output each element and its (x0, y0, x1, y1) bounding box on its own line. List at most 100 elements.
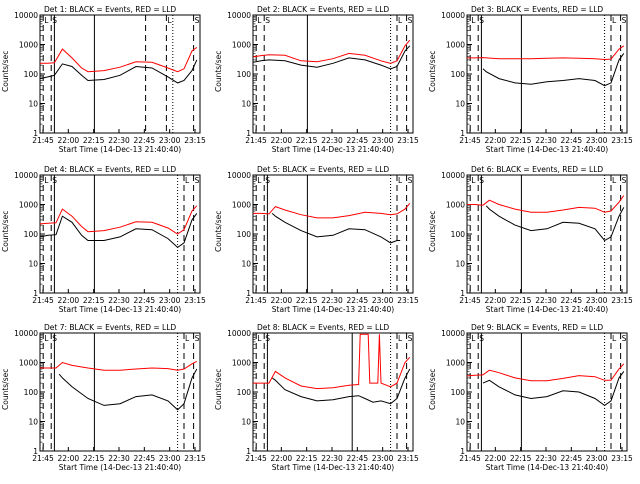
marker-letter: S (408, 16, 413, 25)
panel-det-6: Det 6: BLACK = Events, RED = LLD Counts/s… (428, 165, 633, 314)
x-tick-label: 23:15 (184, 454, 206, 463)
x-tick-label: 23:00 (586, 296, 608, 305)
x-tick-label: 22:00 (271, 296, 293, 305)
x-tick-label: 22:30 (108, 454, 130, 463)
x-tick-label: 22:45 (561, 296, 583, 305)
marker-letter: S (408, 176, 413, 185)
x-tick-label: 21:45 (32, 296, 54, 305)
y-tick-label: 1000 (19, 41, 38, 50)
y-tick-label: 1 (33, 289, 38, 298)
x-tick-label: 22:30 (108, 136, 130, 145)
marker-letter: L (44, 334, 49, 343)
marker-letter: L (398, 16, 403, 25)
panel-det-7: Det 7: BLACK = Events, RED = LLD Counts/s… (1, 323, 206, 472)
marker-letter: S (622, 334, 627, 343)
x-tick-label: 22:00 (58, 296, 80, 305)
x-tick-label: 22:45 (561, 136, 583, 145)
y-tick-label: 10 (241, 100, 251, 109)
panel-title: Det 1: BLACK = Events, RED = LLD (44, 5, 176, 14)
x-tick-label: 22:45 (347, 136, 369, 145)
marker-letter: L (44, 16, 49, 25)
x-tick-label: 22:15 (83, 454, 105, 463)
y-tick-label: 1000 (232, 201, 251, 210)
x-tick-label: 22:15 (83, 296, 105, 305)
marker-letter: L (612, 176, 617, 185)
series-lld-red (466, 363, 625, 382)
panel-det-4: Det 4: BLACK = Events, RED = LLD Counts/s… (1, 165, 206, 314)
y-tick-label: 10000 (441, 171, 465, 180)
panel-title: Det 3: BLACK = Events, RED = LLD (471, 5, 603, 14)
y-tick-label: 100 (24, 230, 39, 239)
series-events-black (58, 368, 198, 411)
marker-letter: L (185, 176, 190, 185)
x-tick-label: 22:30 (108, 296, 130, 305)
y-axis-label: Counts/sec (428, 211, 437, 252)
y-axis-label: Counts/sec (214, 369, 223, 410)
x-tick-label: 23:00 (586, 136, 608, 145)
y-tick-label: 100 (24, 388, 39, 397)
marker-letter: L (257, 334, 262, 343)
panel-det-2: Det 2: BLACK = Events, RED = LLD Counts/s… (214, 5, 419, 154)
x-tick-label: 23:15 (397, 136, 419, 145)
y-tick-label: 1 (246, 447, 251, 456)
plot-frame (466, 332, 628, 452)
y-tick-label: 10 (455, 418, 465, 427)
x-tick-label: 23:00 (586, 454, 608, 463)
x-tick-label: 23:15 (611, 296, 633, 305)
y-tick-label: 100 (237, 388, 252, 397)
y-tick-label: 10 (28, 100, 38, 109)
x-tick-label: 21:45 (245, 136, 267, 145)
y-tick-label: 100 (451, 70, 466, 79)
y-tick-label: 1000 (446, 359, 465, 368)
y-tick-label: 1000 (446, 201, 465, 210)
x-tick-label: 22:15 (296, 296, 318, 305)
x-tick-label: 21:45 (32, 454, 54, 463)
x-axis-label: Start Time (14-Dec-13 21:40:40) (272, 463, 394, 472)
panel-det-3: Det 3: BLACK = Events, RED = LLD Counts/s… (428, 5, 633, 154)
x-tick-label: 23:15 (184, 296, 206, 305)
panel-title: Det 7: BLACK = Events, RED = LLD (44, 323, 176, 332)
x-axis-label: Start Time (14-Dec-13 21:40:40) (486, 305, 608, 314)
marker-letter: L (257, 16, 262, 25)
marker-letter: L (612, 16, 617, 25)
y-tick-label: 1 (460, 447, 465, 456)
y-tick-label: 1000 (446, 41, 465, 50)
x-tick-label: 22:00 (485, 296, 507, 305)
marker-letter: S (195, 334, 200, 343)
x-tick-label: 22:00 (485, 136, 507, 145)
y-tick-label: 1 (33, 129, 38, 138)
x-tick-label: 22:30 (321, 296, 343, 305)
x-tick-label: 23:00 (159, 136, 181, 145)
plot-frame (252, 14, 414, 134)
y-tick-label: 10000 (14, 329, 38, 338)
x-tick-label: 22:00 (58, 454, 80, 463)
panel-det-5: Det 5: BLACK = Events, RED = LLD Counts/s… (214, 165, 419, 314)
x-tick-label: 22:30 (321, 454, 343, 463)
panel-det-1: Det 1: BLACK = Events, RED = LLD Counts/s… (1, 5, 206, 154)
y-tick-label: 100 (24, 70, 39, 79)
panel-title: Det 4: BLACK = Events, RED = LLD (44, 165, 176, 174)
marker-letter: S (479, 334, 484, 343)
y-tick-label: 1000 (232, 41, 251, 50)
x-tick-label: 22:15 (296, 136, 318, 145)
y-tick-label: 1 (246, 129, 251, 138)
series-lld-red (40, 47, 198, 73)
x-tick-label: 21:45 (459, 136, 481, 145)
x-tick-label: 22:15 (510, 296, 532, 305)
series-lld-red (252, 39, 411, 64)
x-tick-label: 22:30 (535, 454, 557, 463)
y-tick-label: 10000 (227, 329, 251, 338)
x-tick-label: 22:15 (510, 454, 532, 463)
x-axis-label: Start Time (14-Dec-13 21:40:40) (486, 463, 608, 472)
x-tick-label: 23:15 (611, 454, 633, 463)
x-tick-label: 22:45 (134, 296, 156, 305)
series-lld-red (253, 333, 411, 390)
y-tick-label: 100 (451, 230, 466, 239)
y-tick-label: 1000 (19, 359, 38, 368)
y-tick-label: 10 (28, 418, 38, 427)
x-tick-label: 22:45 (347, 454, 369, 463)
x-tick-label: 22:45 (134, 136, 156, 145)
panel-title: Det 6: BLACK = Events, RED = LLD (471, 165, 603, 174)
marker-letter: L (398, 334, 403, 343)
marker-letter: S (52, 176, 57, 185)
